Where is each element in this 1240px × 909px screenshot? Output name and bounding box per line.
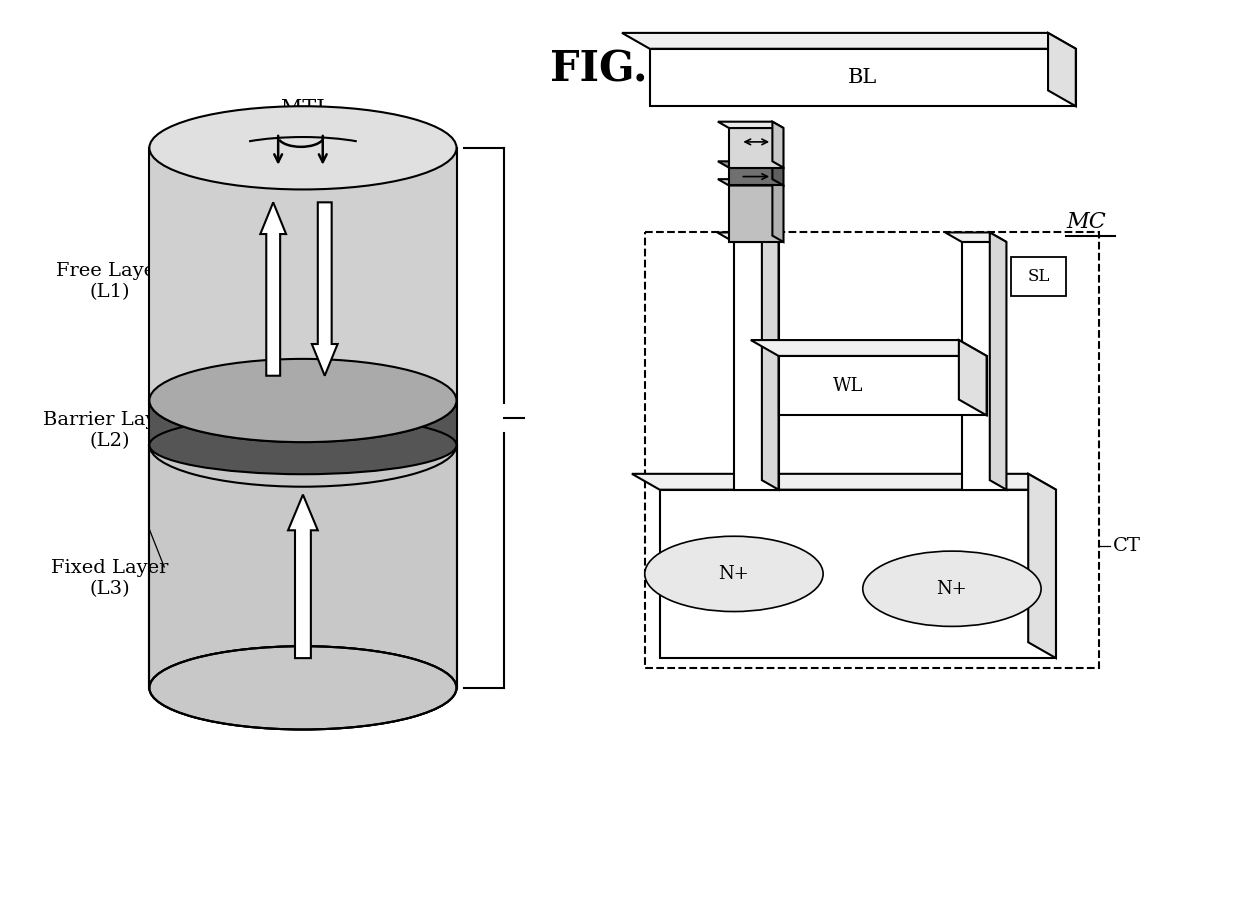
Polygon shape — [717, 233, 779, 242]
Ellipse shape — [149, 416, 456, 474]
Polygon shape — [149, 148, 456, 401]
Polygon shape — [750, 340, 987, 356]
Polygon shape — [945, 233, 1007, 242]
Polygon shape — [718, 179, 784, 185]
Ellipse shape — [863, 551, 1042, 626]
Polygon shape — [650, 49, 1076, 106]
Polygon shape — [260, 203, 286, 375]
Polygon shape — [729, 167, 784, 185]
Polygon shape — [761, 233, 779, 490]
Polygon shape — [149, 445, 456, 688]
Polygon shape — [149, 401, 456, 445]
Text: MC: MC — [1066, 211, 1106, 233]
Text: N+: N+ — [718, 564, 749, 583]
Text: Barrier Layer
(L2): Barrier Layer (L2) — [42, 411, 177, 450]
Polygon shape — [729, 185, 784, 242]
Polygon shape — [773, 179, 784, 242]
Polygon shape — [734, 242, 779, 490]
Ellipse shape — [645, 536, 823, 612]
Text: Fixed Layer
(L3): Fixed Layer (L3) — [51, 559, 169, 598]
Text: N+: N+ — [936, 580, 967, 598]
Text: BL: BL — [848, 68, 878, 87]
Text: FIG. 2: FIG. 2 — [549, 49, 691, 91]
Text: Free Layer
(L1): Free Layer (L1) — [56, 262, 164, 301]
Bar — [1012, 257, 1066, 296]
Polygon shape — [1048, 33, 1076, 106]
Polygon shape — [959, 340, 987, 415]
Polygon shape — [779, 356, 987, 415]
Polygon shape — [149, 445, 456, 688]
Ellipse shape — [149, 359, 456, 442]
Polygon shape — [311, 203, 337, 375]
Polygon shape — [773, 161, 784, 185]
Polygon shape — [718, 161, 784, 167]
Text: SL: SL — [1028, 268, 1050, 285]
Ellipse shape — [149, 106, 456, 189]
Polygon shape — [1028, 474, 1056, 658]
Polygon shape — [622, 33, 1076, 49]
Polygon shape — [962, 242, 1007, 490]
Polygon shape — [149, 148, 456, 401]
Ellipse shape — [149, 646, 456, 729]
Ellipse shape — [149, 404, 456, 486]
Polygon shape — [729, 128, 784, 167]
Polygon shape — [632, 474, 1056, 490]
Polygon shape — [288, 494, 317, 658]
Polygon shape — [773, 122, 784, 167]
Text: CT: CT — [1112, 537, 1141, 555]
Polygon shape — [660, 490, 1056, 658]
Text: MTJ: MTJ — [281, 99, 325, 117]
Polygon shape — [718, 122, 784, 128]
Text: WL: WL — [833, 376, 863, 395]
Polygon shape — [990, 233, 1007, 490]
Bar — [645, 232, 1099, 668]
Ellipse shape — [149, 646, 456, 729]
Ellipse shape — [149, 359, 456, 442]
